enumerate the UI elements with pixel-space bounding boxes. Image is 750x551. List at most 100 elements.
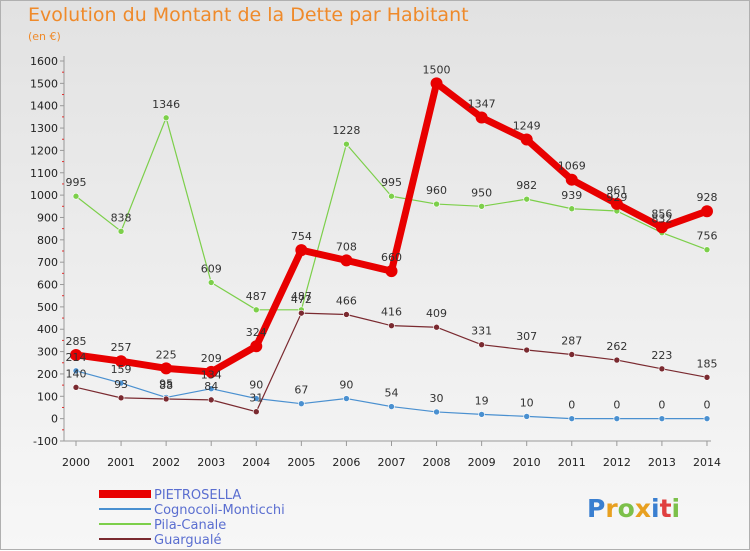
data-point-pila-canale bbox=[343, 140, 350, 148]
data-label-pietrosella: 1069 bbox=[558, 160, 586, 173]
x-tick-label: 2013 bbox=[648, 456, 676, 469]
data-point-cognocoli-monticchi bbox=[207, 385, 215, 392]
y-tick-label: 500 bbox=[37, 301, 58, 314]
data-label-cognocoli-monticchi: 0 bbox=[658, 399, 665, 412]
legend-label-cognocoli-monticchi: Cognocoli-Monticchi bbox=[154, 503, 285, 518]
data-point-pietrosella bbox=[70, 348, 82, 361]
data-label-cognocoli-monticchi: 54 bbox=[384, 387, 398, 400]
data-label-pila-canale: 487 bbox=[246, 290, 267, 303]
data-point-guargual- bbox=[478, 341, 485, 348]
data-label-guargual-: 84 bbox=[204, 380, 218, 393]
data-label-pietrosella: 285 bbox=[66, 335, 87, 348]
data-label-pila-canale: 950 bbox=[471, 186, 492, 199]
data-point-pila-canale bbox=[207, 279, 215, 286]
data-point-pietrosella bbox=[565, 173, 578, 186]
data-label-guargual-: 307 bbox=[516, 330, 537, 343]
y-tick-label: 1600 bbox=[30, 55, 58, 68]
data-label-cognocoli-monticchi: 19 bbox=[475, 394, 489, 407]
y-tick-label: -100 bbox=[33, 435, 58, 448]
data-label-pietrosella: 225 bbox=[156, 348, 177, 361]
y-tick-label: 1400 bbox=[30, 100, 58, 113]
data-label-pietrosella: 961 bbox=[606, 184, 627, 197]
legend-label-pila-canale: Pila-Canale bbox=[154, 518, 226, 533]
data-point-cognocoli-monticchi bbox=[388, 403, 395, 410]
data-label-pila-canale: 609 bbox=[201, 263, 222, 276]
data-point-guargual- bbox=[207, 396, 215, 404]
data-label-cognocoli-monticchi: 90 bbox=[339, 379, 353, 392]
data-label-guargual-: 416 bbox=[381, 306, 402, 319]
x-tick-label: 2007 bbox=[377, 456, 405, 469]
data-label-cognocoli-monticchi: 95 bbox=[159, 377, 173, 390]
data-label-guargual-: 31 bbox=[249, 392, 263, 405]
proxiti-logo: Proxiti bbox=[587, 494, 680, 523]
data-label-cognocoli-monticchi: 67 bbox=[294, 384, 308, 397]
data-label-guargual-: 93 bbox=[114, 378, 128, 391]
data-label-pila-canale: 487 bbox=[291, 290, 312, 303]
data-point-cognocoli-monticchi bbox=[613, 415, 621, 422]
data-point-cognocoli-monticchi bbox=[703, 415, 711, 422]
x-tick-label: 2002 bbox=[152, 456, 180, 469]
data-label-pietrosella: 324 bbox=[246, 326, 267, 339]
logo-letter: i bbox=[651, 494, 660, 523]
data-label-guargual-: 140 bbox=[66, 367, 87, 380]
data-point-pila-canale bbox=[72, 192, 80, 200]
y-tick-label: 900 bbox=[37, 211, 58, 224]
data-point-pila-canale bbox=[117, 228, 125, 235]
y-tick-label: 600 bbox=[37, 279, 58, 292]
x-tick-label: 2012 bbox=[603, 456, 631, 469]
data-point-pietrosella bbox=[205, 365, 218, 378]
y-tick-label: 700 bbox=[37, 256, 58, 269]
data-point-cognocoli-monticchi bbox=[433, 408, 440, 416]
data-point-guargual- bbox=[252, 408, 260, 416]
data-point-pila-canale bbox=[433, 200, 440, 208]
data-point-pila-canale bbox=[252, 306, 260, 314]
x-tick-label: 2005 bbox=[287, 456, 315, 469]
data-label-pila-canale: 995 bbox=[381, 176, 402, 189]
data-point-cognocoli-monticchi bbox=[478, 411, 485, 418]
logo-letter: x bbox=[635, 494, 651, 523]
data-point-cognocoli-monticchi bbox=[658, 415, 666, 422]
data-point-pietrosella bbox=[430, 77, 443, 90]
data-label-guargual-: 472 bbox=[291, 293, 312, 306]
data-point-pila-canale bbox=[568, 205, 576, 213]
data-label-pila-canale: 832 bbox=[651, 213, 672, 226]
logo-letter: t bbox=[660, 494, 672, 523]
data-point-pila-canale bbox=[388, 192, 395, 200]
data-label-pila-canale: 960 bbox=[426, 184, 447, 197]
data-label-pila-canale: 1228 bbox=[332, 124, 360, 137]
data-label-cognocoli-monticchi: 214 bbox=[66, 351, 87, 364]
data-label-guargual-: 287 bbox=[561, 334, 582, 347]
data-label-pila-canale: 982 bbox=[516, 179, 537, 192]
data-label-cognocoli-monticchi: 0 bbox=[613, 399, 620, 412]
data-point-guargual- bbox=[343, 311, 350, 318]
data-point-cognocoli-monticchi bbox=[523, 413, 531, 420]
y-tick-label: 100 bbox=[37, 390, 58, 403]
x-tick-label: 2001 bbox=[107, 456, 135, 469]
data-label-pila-canale: 929 bbox=[606, 191, 627, 204]
data-label-pietrosella: 1347 bbox=[468, 98, 496, 111]
data-point-pila-canale bbox=[523, 195, 531, 203]
data-label-pietrosella: 660 bbox=[381, 251, 402, 264]
data-point-guargual- bbox=[298, 309, 305, 317]
legend-label-guargual-: Guargualé bbox=[154, 533, 221, 548]
data-point-pietrosella bbox=[160, 362, 173, 375]
data-point-pila-canale bbox=[478, 202, 485, 210]
data-label-pietrosella: 708 bbox=[336, 240, 357, 253]
x-tick-label: 2000 bbox=[62, 456, 90, 469]
logo-letter: o bbox=[618, 494, 635, 523]
x-tick-label: 2010 bbox=[513, 456, 541, 469]
data-point-cognocoli-monticchi bbox=[343, 395, 350, 402]
y-tick-label: 1200 bbox=[30, 144, 58, 157]
data-label-pietrosella: 209 bbox=[201, 352, 222, 365]
x-tick-label: 2006 bbox=[332, 456, 360, 469]
data-point-pietrosella bbox=[610, 197, 623, 210]
logo-letter: i bbox=[672, 494, 681, 523]
x-tick-label: 2011 bbox=[558, 456, 586, 469]
data-label-cognocoli-monticchi: 159 bbox=[111, 363, 132, 376]
data-point-guargual- bbox=[162, 395, 170, 403]
data-label-cognocoli-monticchi: 134 bbox=[201, 369, 222, 382]
data-point-guargual- bbox=[523, 346, 531, 354]
logo-letter: r bbox=[605, 494, 618, 523]
